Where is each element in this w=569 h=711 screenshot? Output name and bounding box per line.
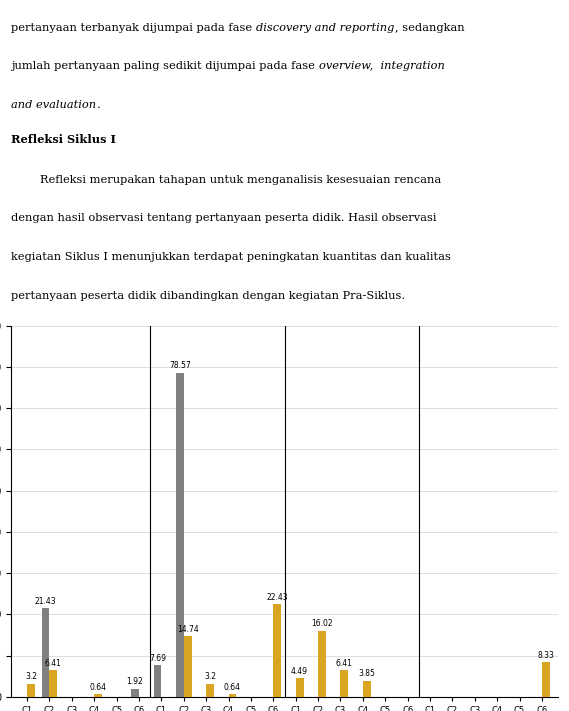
Bar [542, 663, 550, 697]
Bar [154, 665, 162, 697]
Text: dengan hasil observasi tentang pertanyaan peserta didik. Hasil observasi: dengan hasil observasi tentang pertanyaa… [11, 213, 437, 223]
Bar [131, 689, 139, 697]
Text: pertanyaan terbanyak dijumpai pada fase: pertanyaan terbanyak dijumpai pada fase [11, 23, 256, 33]
Text: discovery and reporting: discovery and reporting [256, 23, 394, 33]
Text: 16.02: 16.02 [311, 619, 333, 629]
Bar [176, 373, 184, 697]
Bar [27, 683, 35, 697]
Text: 3.2: 3.2 [204, 672, 216, 681]
Bar [184, 636, 192, 697]
Text: 78.57: 78.57 [169, 361, 191, 370]
Text: 21.43: 21.43 [35, 597, 56, 606]
Text: Refleksi merupakan tahapan untuk menganalisis kesesuaian rencana: Refleksi merupakan tahapan untuk mengana… [11, 175, 442, 185]
Bar [50, 670, 57, 697]
Text: 14.74: 14.74 [177, 624, 199, 634]
Text: pertanyaan peserta didik dibandingkan dengan kegiatan Pra-Siklus.: pertanyaan peserta didik dibandingkan de… [11, 291, 406, 301]
Text: jumlah pertanyaan paling sedikit dijumpai pada fase: jumlah pertanyaan paling sedikit dijumpa… [11, 61, 319, 71]
Text: 1.92: 1.92 [127, 678, 143, 686]
Text: 7.69: 7.69 [149, 653, 166, 663]
Bar [340, 670, 348, 697]
Text: 0.64: 0.64 [90, 683, 106, 692]
Text: 3.2: 3.2 [25, 672, 37, 681]
Text: overview,  integration: overview, integration [319, 61, 445, 71]
Bar [94, 694, 102, 697]
Bar [318, 631, 326, 697]
Bar [296, 678, 303, 697]
Text: kegiatan Siklus I menunjukkan terdapat peningkatan kuantitas dan kualitas: kegiatan Siklus I menunjukkan terdapat p… [11, 252, 451, 262]
Text: Perbandingan kuantitas dan kualitas pertanyaan kegiatan Pra-Siklus dan: Perbandingan kuantitas dan kualitas pert… [11, 329, 435, 339]
Text: Siklus I dilihat pada Gambar 4.3.: Siklus I dilihat pada Gambar 4.3. [11, 368, 203, 378]
Bar [273, 604, 281, 697]
Bar [363, 681, 370, 697]
Text: 6.41: 6.41 [336, 659, 353, 668]
Bar [206, 683, 214, 697]
Text: Refleksi Siklus I: Refleksi Siklus I [11, 134, 116, 146]
Text: 4.49: 4.49 [291, 667, 308, 675]
Text: and evaluation: and evaluation [11, 100, 97, 109]
Bar [42, 609, 50, 697]
Text: 22.43: 22.43 [266, 593, 288, 602]
Bar [229, 694, 236, 697]
Text: .: . [97, 100, 100, 109]
Text: 6.41: 6.41 [45, 659, 62, 668]
Text: , sedangkan: , sedangkan [394, 23, 464, 33]
Text: 8.33: 8.33 [538, 651, 554, 660]
Text: 0.64: 0.64 [224, 683, 241, 692]
Text: 3.85: 3.85 [358, 670, 375, 678]
